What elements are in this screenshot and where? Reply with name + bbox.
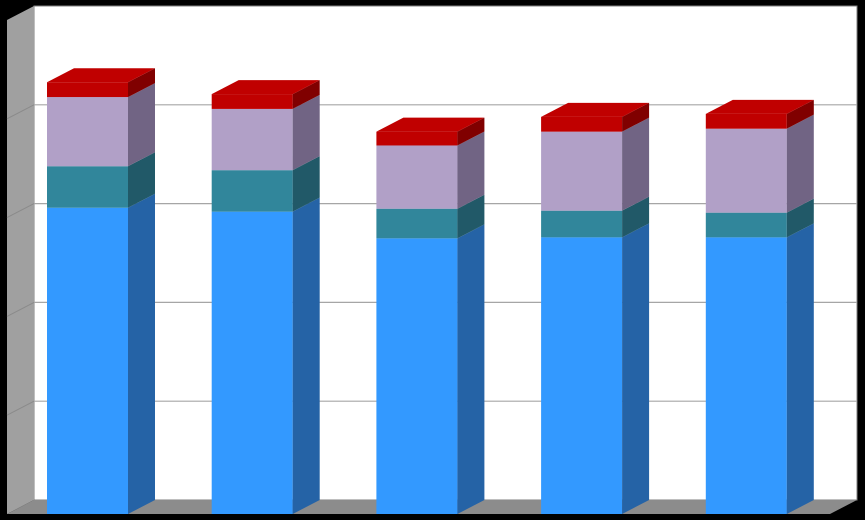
bar-segment-3-2 — [376, 208, 458, 239]
bar-segment-3-1 — [376, 238, 458, 514]
bar-side-4-3 — [622, 117, 650, 211]
side-wall — [7, 6, 34, 514]
bar-side-3-3 — [457, 131, 485, 209]
bar-side-1-3 — [128, 83, 155, 167]
side-gridline — [6, 301, 35, 317]
bar-segment-3-4 — [376, 131, 458, 146]
bar-segment-2-2 — [211, 170, 293, 212]
bar-segment-4-4 — [541, 116, 623, 132]
bar-side-3-1 — [457, 224, 485, 514]
bar-side-3-4 — [457, 117, 485, 146]
bar-side-4-2 — [622, 196, 650, 238]
bars — [47, 68, 814, 515]
bar-side-2-3 — [292, 94, 320, 171]
bar-side-5-1 — [786, 223, 814, 515]
bar-segment-2-4 — [211, 94, 293, 109]
bar-side-4-1 — [622, 223, 650, 515]
bar-side-2-4 — [292, 80, 320, 109]
bar-side-5-3 — [786, 114, 814, 213]
bar-top-5 — [705, 99, 814, 114]
bar-segment-5-1 — [705, 237, 787, 515]
bar-side-3-2 — [457, 194, 485, 239]
bar-side-1-4 — [128, 68, 155, 98]
bar-segment-4-3 — [541, 131, 623, 211]
bar-segment-1-2 — [47, 166, 128, 208]
bar-side-5-2 — [786, 198, 814, 238]
bar-side-2-2 — [292, 156, 320, 212]
side-gridline — [6, 104, 35, 120]
bar-segment-4-1 — [541, 237, 623, 515]
side-gridline — [6, 203, 35, 219]
side-gridline — [6, 400, 35, 416]
bar-segment-1-3 — [47, 97, 128, 167]
bar-side-4-4 — [622, 102, 650, 132]
bar-segment-4-2 — [541, 210, 623, 238]
bar-side-1-1 — [128, 193, 155, 514]
bar-segment-1-1 — [47, 207, 128, 514]
bar-top-1 — [47, 68, 155, 83]
bar-segment-5-4 — [705, 113, 787, 129]
bar-segment-5-2 — [705, 212, 787, 238]
bar-segment-1-4 — [47, 82, 128, 98]
bar-side-2-1 — [292, 197, 320, 514]
bar-top-2 — [211, 80, 320, 95]
bar-top-4 — [541, 102, 650, 117]
bar-side-5-4 — [786, 99, 814, 129]
bar-segment-5-3 — [705, 128, 787, 213]
bar-top-3 — [376, 117, 485, 132]
bar-segment-2-1 — [211, 211, 293, 514]
bar-segment-2-3 — [211, 108, 293, 171]
bar-segment-3-3 — [376, 145, 458, 209]
bar-side-1-2 — [128, 152, 155, 208]
